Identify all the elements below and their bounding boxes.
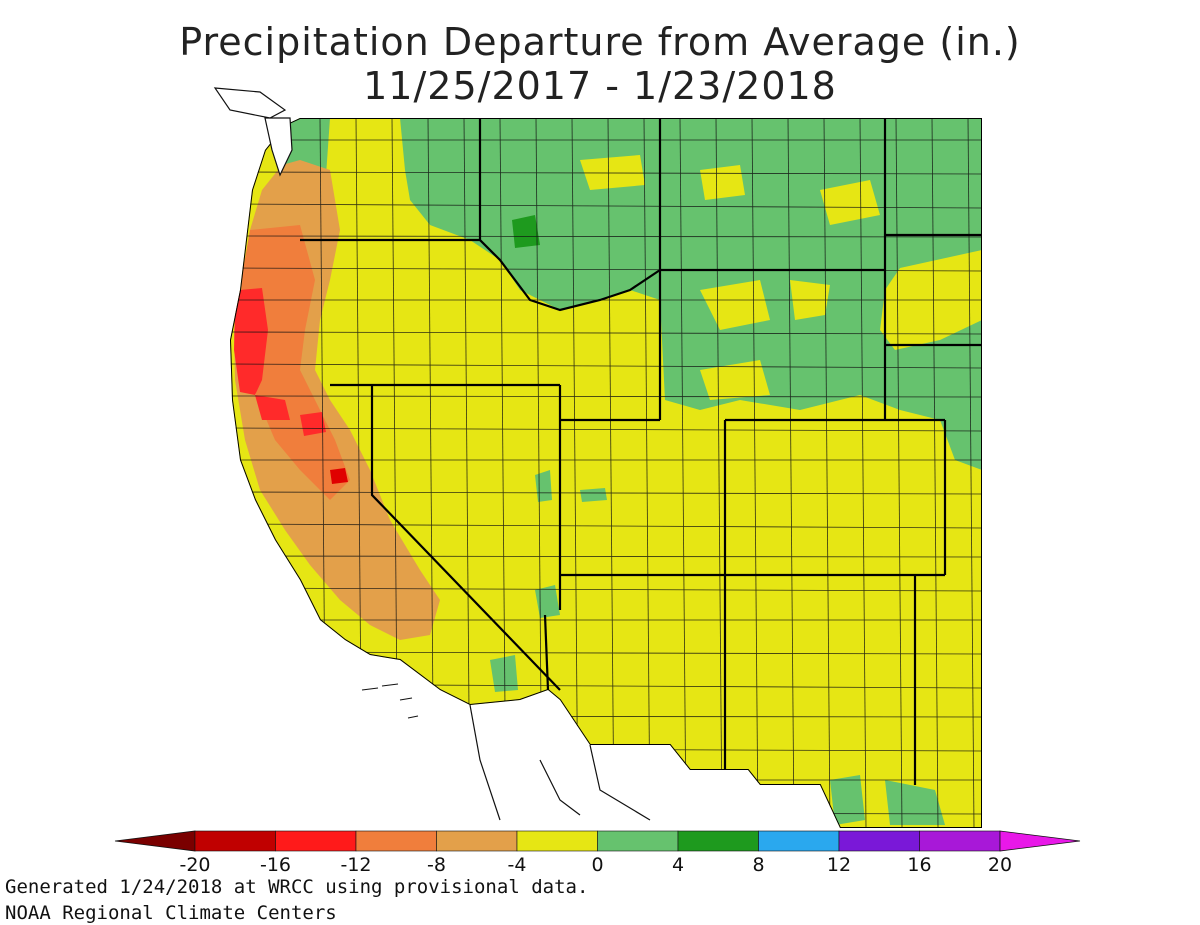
generated-note: Generated 1/24/2018 at WRCC using provis… [5,876,589,898]
county-line [895,118,903,828]
county-grid [230,118,982,828]
legend-tick-label: -20 [179,854,210,876]
channel-islands [361,683,419,719]
very-wet-spot [512,215,540,248]
very-dry-coast2 [255,395,290,420]
legend-tick-label: 20 [988,854,1012,876]
source-note: NOAA Regional Climate Centers [5,902,337,924]
wet-patch-az2 [535,585,560,618]
wet-patch-arizona [490,655,518,692]
county-line [230,395,982,398]
county-line [230,203,982,209]
wet-patch-utah [580,488,607,502]
legend-ticks: -20 -16 -12 -8 -4 0 4 8 12 16 20 [179,854,1012,876]
dry-pocket-1 [700,165,745,200]
county-line [230,587,982,592]
coastline [230,118,982,828]
legend-tick-label: 4 [672,854,684,876]
legend-arrow-low [114,830,196,852]
legend-tick-label: 0 [591,854,603,876]
legend-swatch [275,830,357,852]
legend-tick-label: -8 [427,854,446,876]
legend-swatch [758,830,840,852]
dry-pocket-5 [700,360,770,400]
legend-swatch [516,830,598,852]
legend-tick-label: -16 [260,854,291,876]
legend-swatch [436,830,518,852]
legend-tick-label: 16 [907,854,931,876]
very-dry-coast [234,288,268,395]
county-line [230,171,982,175]
legend-tick-label: -4 [508,854,527,876]
county-line [230,555,982,558]
wet-patch-nevada [535,470,552,502]
county-line [230,331,982,335]
county-line [230,235,982,238]
county-line [859,118,867,828]
county-line [230,427,982,432]
legend-swatch [355,830,437,852]
county-line [967,118,975,828]
county-line [230,363,982,369]
legend-colorbar [114,830,1081,852]
county-line [230,491,982,495]
dry-pocket-2 [820,180,880,225]
legend-arrow-high [999,830,1081,852]
dry-pocket-6 [580,155,645,190]
date-range: 11/25/2017 - 1/23/2018 [363,64,837,108]
very-dry-spot [330,468,348,484]
legend-tick-label: -12 [340,854,371,876]
very-dry-sierra [300,412,326,436]
legend-tick-label: 8 [752,854,764,876]
county-line [230,523,982,529]
county-line [787,118,795,828]
puget-sound [213,87,293,177]
legend-swatch [838,830,920,852]
state-boundaries [300,118,982,785]
legend-swatch [677,830,759,852]
legend-swatch [919,830,1001,852]
mexico-outline [469,704,651,821]
map-title: Precipitation Departure from Average (in… [179,20,1021,64]
legend-swatch [194,830,276,852]
wet-patch-nm [830,775,865,825]
legend-swatch [597,830,679,852]
legend-tick-label: 12 [827,854,851,876]
county-line [931,118,939,828]
county-line [823,118,831,828]
